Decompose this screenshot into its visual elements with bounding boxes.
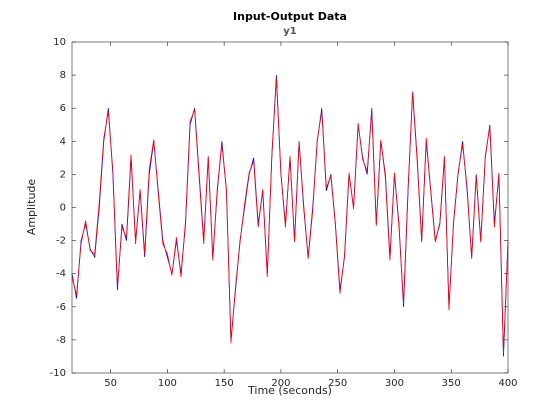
x-tick-label: 200 xyxy=(271,378,290,389)
y-tick-label: 6 xyxy=(60,103,66,114)
y-tick-label: 10 xyxy=(53,37,66,48)
y-tick-label: -8 xyxy=(56,335,66,346)
x-tick-label: 150 xyxy=(215,378,234,389)
y-axis-label: Amplitude xyxy=(25,179,38,236)
x-tick-label: 400 xyxy=(498,378,517,389)
y-tick-label: -10 xyxy=(50,368,66,379)
y-tick-label: 0 xyxy=(60,203,66,214)
x-tick-label: 50 xyxy=(104,378,117,389)
x-tick-label: 300 xyxy=(385,378,404,389)
subtitle: y1 xyxy=(283,26,297,37)
y-tick-label: -2 xyxy=(56,236,66,247)
y-tick-label: 8 xyxy=(60,70,66,81)
y-tick-label: -6 xyxy=(56,302,66,313)
x-tick-label: 250 xyxy=(328,378,347,389)
y-tick-label: 4 xyxy=(60,136,66,147)
x-tick-label: 100 xyxy=(158,378,177,389)
chart-title: Input-Output Data xyxy=(233,10,347,23)
x-axis-label: Time (seconds) xyxy=(247,384,332,397)
y-tick-label: -4 xyxy=(56,269,66,280)
x-tick-label: 350 xyxy=(442,378,461,389)
y-tick-label: 2 xyxy=(60,169,66,180)
data-line xyxy=(71,78,509,354)
